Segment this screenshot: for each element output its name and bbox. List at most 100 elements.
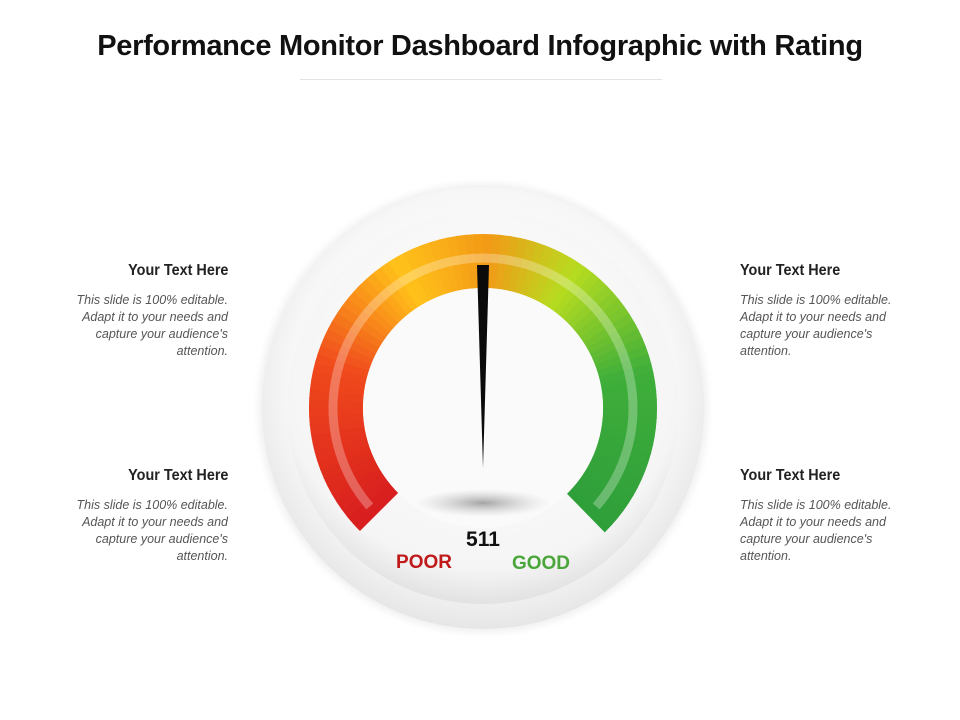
gauge-arc-segment bbox=[314, 437, 369, 462]
text-block-heading: Your Text Here bbox=[740, 262, 841, 279]
gauge-arc-segment bbox=[404, 248, 436, 302]
gauge-arc-segment bbox=[586, 462, 639, 497]
gauge-arc-segment bbox=[575, 478, 624, 519]
gauge-arc-segment bbox=[309, 378, 365, 396]
gauge-arc-segment bbox=[324, 327, 377, 360]
title-divider bbox=[300, 79, 662, 80]
gauge-arc-segment bbox=[563, 278, 608, 325]
gauge-arc-segment bbox=[352, 487, 399, 532]
gauge-arc-segment bbox=[320, 335, 374, 365]
gauge-arc-segment bbox=[589, 456, 642, 489]
gauge-arc-segment bbox=[583, 313, 635, 350]
text-block-body: This slide is 100% editable. Adapt it to… bbox=[76, 498, 228, 563]
gauge-arc-segment bbox=[579, 473, 629, 512]
gauge-needle bbox=[477, 265, 489, 468]
gauge-arc-segment bbox=[336, 472, 386, 511]
gauge-arc-segment bbox=[327, 319, 380, 354]
gauge-min-label: POOR bbox=[396, 552, 452, 573]
gauge-arc-segment bbox=[571, 483, 619, 526]
gauge-arc-segment bbox=[341, 477, 390, 518]
gauge-arc-segment bbox=[566, 488, 613, 533]
gauge-arc-segment bbox=[592, 337, 647, 367]
gauge-arc-segment bbox=[309, 406, 364, 418]
gauge-arc-segment bbox=[582, 468, 634, 505]
gauge-arc-segment bbox=[553, 267, 594, 316]
gauge-arc-segment bbox=[567, 284, 614, 329]
needle-hub-shadow bbox=[415, 489, 551, 517]
gauge-arc-segment bbox=[312, 431, 368, 454]
text-block-body: This slide is 100% editable. Adapt it to… bbox=[740, 293, 892, 358]
gauge-arc-segment bbox=[589, 329, 643, 361]
gauge-arc-segment bbox=[598, 432, 654, 455]
gauge-arc-segment bbox=[347, 290, 395, 333]
gauge-arc-segment bbox=[596, 439, 652, 464]
gauge-arc-segment bbox=[495, 234, 513, 290]
gauge-arc-segment bbox=[319, 449, 374, 479]
text-block-heading: Your Text Here bbox=[127, 262, 228, 279]
gauge-arc-segment bbox=[346, 482, 394, 525]
page-title: Performance Monitor Dashboard Infographi… bbox=[97, 30, 863, 62]
gauge-arc-segment bbox=[580, 305, 630, 344]
gauge-arc-segment bbox=[531, 249, 564, 302]
gauge-arc-segment bbox=[501, 236, 521, 291]
gauge-arc-segment bbox=[337, 304, 387, 343]
gauge-arc-segment bbox=[520, 242, 548, 297]
gauge-arc-segment bbox=[526, 245, 556, 299]
gauge-arc-segment bbox=[594, 445, 649, 473]
text-block-heading: Your Text Here bbox=[127, 467, 228, 484]
gauge-arc-segment bbox=[373, 266, 414, 315]
text-block-body: This slide is 100% editable. Adapt it to… bbox=[76, 293, 228, 358]
gauge-arc-segment bbox=[600, 426, 655, 446]
gauge-arc-segment bbox=[312, 361, 368, 384]
gauge-arc-segment bbox=[602, 398, 657, 410]
gauge-arc-segment bbox=[317, 343, 372, 371]
gauge-arc-segment bbox=[388, 256, 425, 308]
gauge-arc-segment bbox=[595, 345, 650, 373]
gauge-arc-segment bbox=[558, 272, 601, 320]
gauge-arc-segment bbox=[412, 244, 442, 299]
gauge-arc-segment bbox=[586, 321, 639, 355]
text-block-top-left: Your Text Here This slide is 100% editab… bbox=[48, 262, 228, 360]
gauge-arc-segment bbox=[359, 277, 404, 324]
gauge-arc-segment bbox=[489, 234, 503, 289]
gauge-arc-segment bbox=[310, 425, 366, 445]
gauge-arc-segment bbox=[602, 414, 657, 428]
gauge-arc-segment bbox=[332, 311, 384, 348]
gauge-arc-segment bbox=[311, 370, 366, 390]
text-block-heading: Your Text Here bbox=[740, 467, 841, 484]
gauge-max-label: GOOD bbox=[512, 553, 570, 574]
gauge-arc-segment bbox=[420, 241, 448, 296]
gauge-arc-segment bbox=[507, 237, 530, 293]
gauge-arc-segment bbox=[514, 239, 539, 295]
text-block-body: This slide is 100% editable. Adapt it to… bbox=[740, 498, 892, 563]
gauge-arc-segment bbox=[327, 461, 380, 495]
gauge-arc-segment bbox=[366, 271, 409, 319]
gauge-arc-segment bbox=[429, 239, 454, 294]
gauge-arc-segment bbox=[342, 297, 391, 338]
gauge-arc-segment bbox=[323, 455, 377, 487]
gauge-arc-segment bbox=[600, 371, 656, 391]
gauge-arc-segment bbox=[543, 257, 580, 309]
gauge-value: 511 bbox=[466, 528, 500, 551]
gauge-arc-segment bbox=[353, 283, 400, 328]
text-block-top-right: Your Text Here This slide is 100% editab… bbox=[740, 262, 920, 360]
gauge-arc-segment bbox=[572, 291, 620, 334]
text-block-bottom-left: Your Text Here This slide is 100% editab… bbox=[48, 467, 228, 565]
gauge-arc-segment bbox=[592, 451, 646, 481]
gauge-arc-segment bbox=[548, 262, 587, 312]
gauge-arc-segment bbox=[396, 252, 430, 305]
gauge-arc bbox=[309, 234, 657, 533]
gauge-arc-segment bbox=[380, 261, 419, 311]
gauge-arc-segment bbox=[309, 388, 364, 402]
gauge-arc-segment bbox=[437, 237, 460, 293]
gauge-arc-segment bbox=[316, 443, 371, 471]
gauge-arc-segment bbox=[601, 420, 657, 438]
gauge-arc-segment bbox=[314, 352, 370, 377]
gauge-arc-segment bbox=[597, 354, 652, 379]
gauge-arc-segment bbox=[446, 235, 466, 291]
gauge-arc-highlight bbox=[328, 253, 638, 510]
gauge-arc-segment bbox=[331, 466, 383, 503]
gauge-arc-segment bbox=[537, 252, 572, 305]
gauge-arc-segment bbox=[576, 298, 625, 339]
